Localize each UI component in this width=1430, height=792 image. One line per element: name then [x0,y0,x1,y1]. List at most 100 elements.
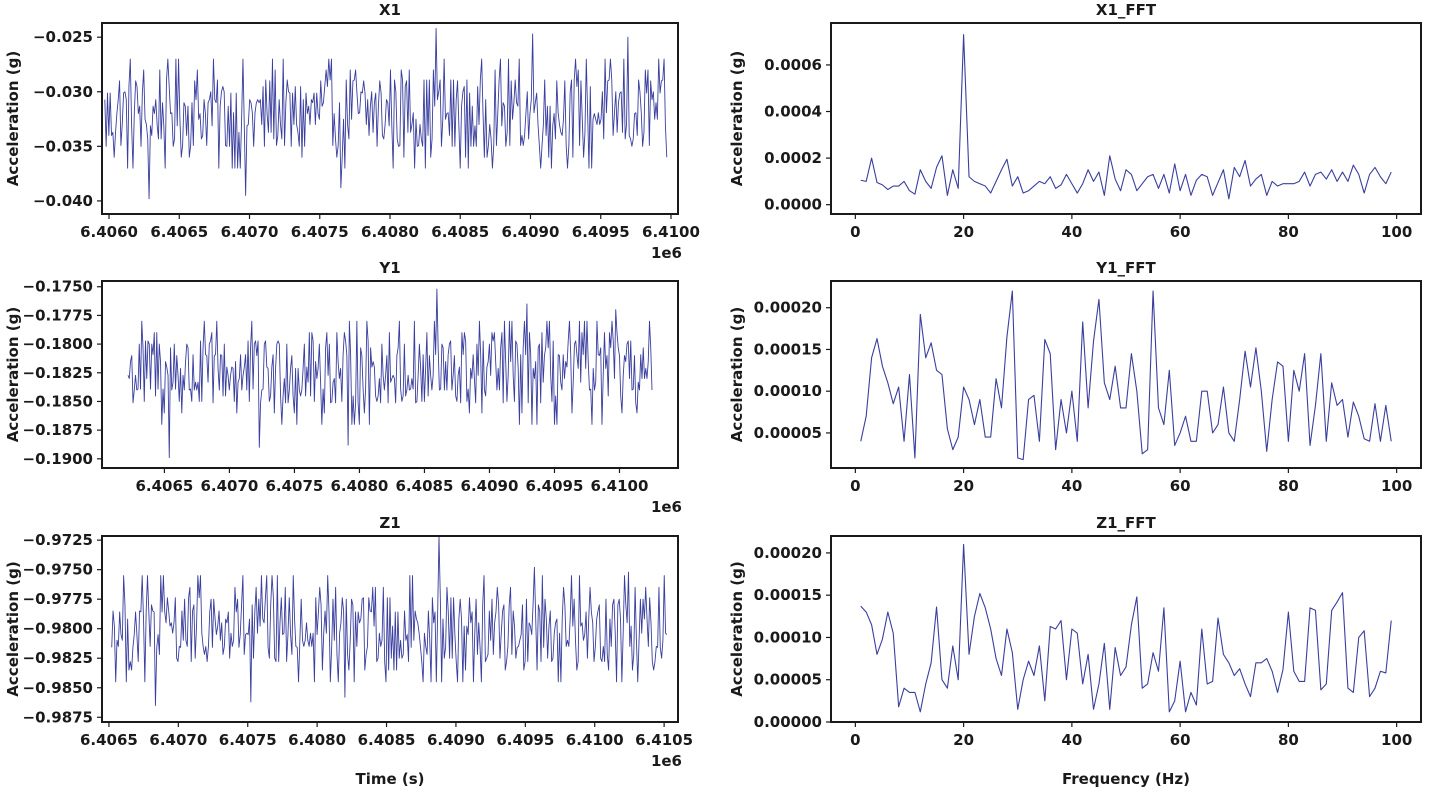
y1-chart: Y1 6.4065 6.4070 6.4075 6.4080 6.4085 6.4090 6.… [4,259,682,516]
y1-xtick-label: 6.4070 [200,477,258,495]
x1fft-chart: X1_FFT 0 20 40 60 80 100 0.0000 0.0002 0.0004 0.00… [728,1,1422,241]
z1-xtick-label: 6.4075 [219,731,277,749]
x1-xtick-label: 6.4090 [502,223,560,241]
z1-xtick-label: 6.4085 [358,731,416,749]
y1-ylabel: Acceleration (g) [4,307,22,442]
x1-xtick-label: 6.4095 [572,223,630,241]
y1-axes-frame [101,280,679,469]
y1-ytick-label: −0.1775 [23,306,93,324]
x1-xtick-label: 6.4085 [431,223,489,241]
y1fft-series-line [860,290,1392,461]
z1fft-chart: Z1_FFT 0 20 40 60 80 100 0.00000 0.00005 0.00010 0… [728,514,1422,788]
z1fft-ylabel: Acceleration (g) [728,561,746,696]
z1-axes-frame [101,535,679,723]
x1-xtick-label: 6.4100 [642,223,700,241]
y1-ytick-label: −0.1875 [23,421,93,439]
x1-chart: X1 6.4060 6.4065 6.4070 6.4075 6.4080 6.4085 6.… [4,1,700,262]
x1-ytick-label: −0.035 [33,137,93,155]
y1fft-ytick-label: 0.00015 [754,340,822,358]
z1-ytick-label: −0.9850 [23,679,93,697]
y1fft-xtick-label: 80 [1278,477,1299,495]
x1-title: X1 [379,1,401,19]
y1fft-xtick-label: 100 [1381,477,1412,495]
x1fft-ytick-label: 0.0000 [764,196,822,214]
x1-ytick-label: −0.030 [33,83,93,101]
y1fft-ytick-label: 0.00010 [754,382,822,400]
x1fft-xtick-label: 60 [1170,223,1191,241]
z1-xtick-label: 6.4065 [80,731,138,749]
z1fft-series-line [860,543,1392,713]
z1-ylabel: Acceleration (g) [4,561,22,696]
z1-x-offset-label: 1e6 [651,752,682,770]
z1-xtick-label: 6.4090 [427,731,485,749]
x1-series-line [104,28,668,200]
x1-ytick-label: −0.040 [33,192,93,210]
x1fft-series-line [860,34,1392,200]
z1fft-xtick-label: 0 [850,731,860,749]
z1-ytick-label: −0.9825 [23,649,93,667]
y1-ytick-label: −0.1850 [23,392,93,410]
x1fft-ylabel: Acceleration (g) [728,51,746,186]
y1-xtick-label: 6.4080 [330,477,388,495]
y1-series-line [127,288,653,459]
z1-ytick-label: −0.9750 [23,561,93,579]
y1fft-xtick-label: 0 [850,477,860,495]
y1-xtick-label: 6.4090 [461,477,519,495]
z1fft-xtick-label: 40 [1061,731,1082,749]
z1fft-xtick-label: 80 [1278,731,1299,749]
z1-xlabel: Time (s) [355,770,424,788]
x1-xtick-label: 6.4070 [221,223,279,241]
x1fft-xtick-label: 20 [953,223,974,241]
y1fft-xtick-label: 40 [1061,477,1082,495]
x1fft-ytick-label: 0.0006 [764,56,822,74]
y1fft-ytick-label: 0.00005 [754,424,822,442]
x1-x-offset-label: 1e6 [651,244,682,262]
y1-xtick-label: 6.4065 [135,477,193,495]
y1-xtick-label: 6.4075 [265,477,323,495]
x1-xtick-label: 6.4075 [291,223,349,241]
z1-xtick-label: 6.4070 [149,731,207,749]
y1-xtick-label: 6.4100 [591,477,649,495]
y1fft-ytick-label: 0.00020 [754,299,822,317]
y1-ytick-label: −0.1900 [23,450,93,468]
z1-ytick-label: −0.9725 [23,531,93,549]
z1fft-ytick-label: 0.00000 [754,713,822,731]
y1-title: Y1 [378,259,400,277]
z1-xtick-label: 6.4095 [496,731,554,749]
y1fft-xtick-label: 60 [1170,477,1191,495]
y1-ytick-label: −0.1825 [23,364,93,382]
z1-chart: Z1 6.4065 6.4070 6.4075 6.4080 6.4085 6.4090 6.… [4,514,693,788]
x1fft-title: X1_FFT [1096,1,1157,19]
z1fft-xlabel: Frequency (Hz) [1062,770,1190,788]
y1-xtick-label: 6.4095 [526,477,584,495]
x1-ylabel: Acceleration (g) [4,51,22,186]
x1-xtick-label: 6.4060 [80,223,138,241]
z1fft-ytick-label: 0.00010 [754,628,822,646]
x1-xtick-label: 6.4080 [361,223,419,241]
z1-xtick-label: 6.4080 [288,731,346,749]
x1fft-xtick-label: 100 [1381,223,1412,241]
y1fft-chart: Y1_FFT 0 20 40 60 80 100 0.00005 0.00010 0.00015 0… [728,259,1422,495]
z1-ytick-label: −0.9800 [23,620,93,638]
x1-xtick-label: 6.4065 [150,223,208,241]
z1fft-xtick-label: 60 [1170,731,1191,749]
z1-ytick-label: −0.9875 [23,708,93,726]
z1-xtick-label: 6.4105 [635,731,693,749]
y1-ytick-label: −0.1750 [23,278,93,296]
y1fft-ylabel: Acceleration (g) [728,307,746,442]
y1fft-xtick-label: 20 [953,477,974,495]
x1fft-ytick-label: 0.0004 [764,103,822,121]
z1-series-line [111,536,668,706]
z1-xtick-label: 6.4100 [566,731,624,749]
z1fft-xtick-label: 100 [1381,731,1412,749]
z1fft-ytick-label: 0.00005 [754,671,822,689]
y1fft-axes-frame [830,280,1422,469]
z1fft-title: Z1_FFT [1096,514,1156,532]
x1fft-xtick-label: 80 [1278,223,1299,241]
y1-x-offset-label: 1e6 [651,498,682,516]
z1fft-ytick-label: 0.00015 [754,586,822,604]
z1fft-axes-frame [830,535,1422,723]
x1fft-xtick-label: 40 [1061,223,1082,241]
z1-ytick-label: −0.9775 [23,590,93,608]
